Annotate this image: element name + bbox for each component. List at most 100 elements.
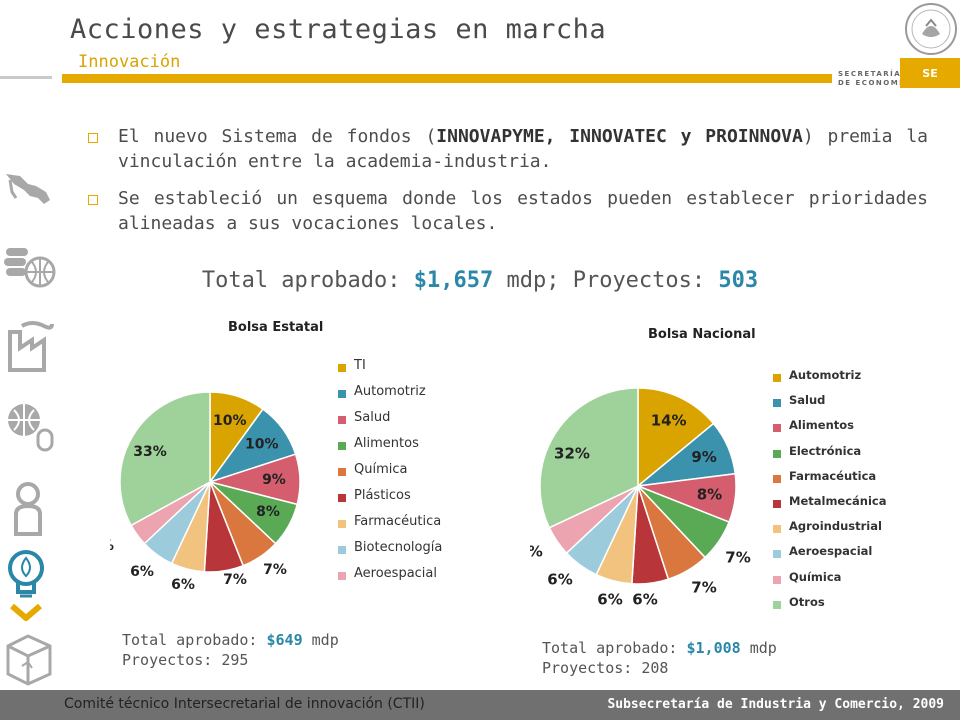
pie-label: 10% [213, 413, 247, 429]
legend-item: Química [338, 462, 442, 488]
legend-swatch [338, 572, 346, 580]
pie-label: 8% [697, 486, 722, 504]
legend-label: Automotriz [354, 384, 426, 399]
estatal-total: Total aprobado: $649 mdp Proyectos: 295 [122, 631, 339, 669]
legend-item: Automotriz [338, 384, 442, 410]
legend-swatch [773, 374, 781, 382]
legend-swatch [338, 468, 346, 476]
legend-label: Biotecnología [354, 540, 443, 555]
legend-swatch [773, 449, 781, 458]
legend-swatch [338, 416, 346, 424]
factory-icon [8, 321, 54, 372]
pie-label: 7% [725, 549, 750, 567]
footer-right-text: Subsecretaría de Industria y Comercio, 2… [607, 697, 944, 712]
pie-label: 7% [223, 572, 247, 588]
legend-swatch [773, 525, 781, 534]
overall-summary: Total aprobado: $1,657 mdp; Proyectos: 5… [201, 268, 759, 293]
pie-label: 5% [530, 543, 543, 561]
legend-nacional: Automotriz Salud Alimentos Electrónica Farma… [773, 368, 887, 620]
pie-label: 32% [554, 445, 590, 463]
legend-label: Automotriz [789, 368, 862, 382]
bullet-list: El nuevo Sistema de fondos (INNOVAPYME, … [88, 124, 928, 248]
legend-label: Otros [789, 594, 825, 609]
bullet-item: Se estableció un esquema donde los estad… [88, 186, 928, 236]
pie-label: 10% [245, 436, 279, 452]
legend-label: Agroindustrial [789, 519, 882, 534]
chevron-down-icon [10, 603, 42, 621]
pie-label: 4% [110, 538, 114, 554]
legend-label: Electrónica [789, 443, 862, 458]
legend-item: TI [338, 358, 442, 384]
legend-item: Electrónica [773, 444, 887, 469]
pie-label: 9% [262, 472, 286, 488]
pie-label: 14% [651, 411, 687, 429]
legend-swatch [773, 550, 781, 559]
legend-label: TI [354, 358, 366, 373]
legend-swatch [338, 546, 346, 554]
person-icon [14, 482, 42, 536]
pie-chart-estatal: 10% 10% 9% 8% 7% 7% 6% 6% 4% 33% [110, 391, 301, 593]
slide-subtitle: Innovación [78, 52, 181, 72]
legend-label: Salud [789, 393, 826, 408]
legend-label: Alimentos [789, 418, 854, 433]
legend-swatch [338, 442, 346, 450]
pie-label: 8% [256, 504, 280, 520]
legend-label: Alimentos [354, 436, 419, 451]
pie-slice-otros [119, 391, 211, 527]
slide-title: Acciones y estrategias en marcha [70, 14, 607, 45]
secretaria-logo-text: SECRETARÍA DE ECONOMÍA [838, 70, 911, 87]
legend-swatch [773, 399, 781, 408]
pie-label: 7% [691, 579, 716, 597]
pie-chart-nacional: 14%9%8%7%7%6%6%6%5%32% [530, 387, 751, 609]
legend-label: Plásticos [354, 488, 411, 503]
pie-label: 6% [597, 591, 622, 609]
legend-item: Automotriz [773, 368, 887, 393]
pie-label: 6% [130, 564, 154, 580]
legend-swatch [338, 390, 346, 398]
legend-label: Salud [354, 410, 391, 425]
nacional-total: Total aprobado: $1,008 mdp Proyectos: 20… [542, 639, 777, 677]
pie-label: 6% [547, 571, 572, 589]
legend-swatch [338, 520, 346, 528]
legend-label: Aeroespacial [789, 544, 873, 559]
legend-swatch [338, 494, 346, 502]
pie-label: 6% [171, 577, 195, 593]
legend-label: Farmacéutica [789, 468, 877, 483]
chart-title-estatal: Bolsa Estatal [228, 320, 324, 335]
footer-left-text: Comité técnico Intersecretarial de innov… [64, 696, 425, 712]
legend-item: Alimentos [773, 418, 887, 443]
legend-swatch [773, 499, 781, 508]
legend-item: Plásticos [338, 488, 442, 514]
pie-label: 33% [133, 444, 167, 460]
legend-label: Metalmecánica [789, 493, 887, 508]
mexico-seal-icon [905, 3, 957, 55]
pie-slice-otros [539, 387, 639, 529]
legend-swatch [773, 600, 781, 609]
header-divider [62, 74, 832, 83]
lightbulb-icon [8, 550, 44, 598]
pie-label: 6% [632, 591, 657, 609]
legend-item: Salud [338, 410, 442, 436]
pie-label: 7% [263, 562, 287, 578]
legend-item: Agroindustrial [773, 519, 887, 544]
bullet-square-icon [88, 133, 98, 143]
legend-item: Química [773, 570, 887, 595]
footer-bar [0, 690, 960, 720]
legend-item: Aeroespacial [773, 544, 887, 569]
legend-item: Biotecnología [338, 540, 442, 566]
legend-swatch [773, 575, 781, 584]
chart-title-nacional: Bolsa Nacional [648, 327, 756, 342]
pie-label: 9% [691, 448, 716, 466]
legend-label: Química [354, 462, 408, 477]
legend-label: Aeroespacial [354, 566, 438, 581]
header-divider-left [0, 76, 52, 79]
recycle-box-icon [6, 634, 52, 686]
pie-slice-automotriz [637, 387, 715, 488]
globe-mouse-icon [8, 404, 54, 452]
legend-item: Farmacéutica [773, 469, 887, 494]
se-logo-badge: SE [900, 58, 960, 88]
legend-label: Química [789, 569, 842, 584]
legend-item: Otros [773, 595, 887, 620]
handshake-globe-icon [4, 248, 56, 288]
legend-item: Metalmecánica [773, 494, 887, 519]
